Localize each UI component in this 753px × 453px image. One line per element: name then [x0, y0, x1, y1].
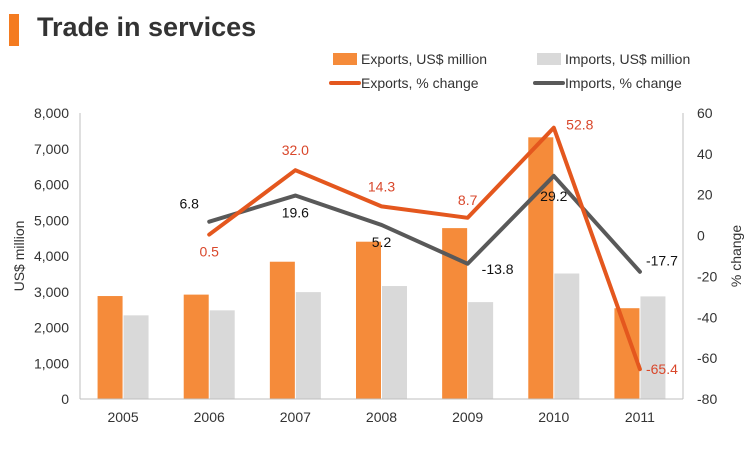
y-tick-label: 1,000 — [34, 355, 69, 371]
imports-change-label: -17.7 — [646, 253, 678, 269]
y-axis-title: US$ million — [11, 221, 27, 292]
x-tick-label: 2006 — [194, 409, 225, 425]
exports-change-label: 0.5 — [199, 244, 219, 260]
x-tick-label: 2010 — [538, 409, 569, 425]
legend-exports-bar-label: Exports, US$ million — [361, 51, 487, 67]
imports-bar — [295, 292, 321, 399]
imports-bar — [640, 296, 666, 399]
legend-exports-line-label: Exports, % change — [361, 75, 479, 91]
y2-tick-label: -40 — [697, 309, 717, 325]
legend-imports-bar-swatch — [537, 53, 561, 65]
imports-bar — [382, 286, 407, 399]
imports-bar — [209, 310, 235, 399]
imports-change-label: 5.2 — [372, 234, 392, 250]
y2-tick-label: -80 — [697, 391, 717, 407]
imports-change-label: 6.8 — [179, 196, 199, 212]
x-tick-label: 2009 — [452, 409, 483, 425]
bar-group — [97, 137, 666, 399]
y-tick-label: 0 — [61, 391, 69, 407]
y-tick-label: 6,000 — [34, 177, 69, 193]
y-tick-label: 7,000 — [34, 141, 69, 157]
exports-change-label: 14.3 — [368, 178, 395, 194]
x-tick-label: 2005 — [107, 409, 138, 425]
imports-bar — [123, 315, 149, 399]
imports-change-line — [207, 173, 642, 274]
legend-imports-line-label: Imports, % change — [565, 75, 682, 91]
imports-bar — [554, 273, 580, 399]
legend-exports-bar-swatch — [333, 53, 357, 65]
exports-change-line — [207, 125, 642, 372]
x-tick-label: 2011 — [625, 409, 655, 425]
exports-change-label: 32.0 — [282, 142, 309, 158]
x-tick-label: 2008 — [366, 409, 397, 425]
exports-bar — [528, 137, 554, 399]
y-tick-label: 5,000 — [34, 212, 69, 228]
exports-bar — [97, 296, 123, 399]
exports-change-label: -65.4 — [646, 361, 678, 377]
y2-tick-label: -60 — [697, 350, 717, 366]
page-title: Trade in services — [37, 12, 257, 42]
exports-bar — [269, 261, 295, 399]
y-tick-label: 2,000 — [34, 320, 69, 336]
title-accent-bar — [9, 14, 19, 46]
y2-tick-label: -20 — [697, 268, 717, 284]
exports-change-label: 52.8 — [566, 117, 593, 133]
exports-change-label: 8.7 — [458, 192, 478, 208]
exports-bar — [356, 241, 381, 399]
imports-change-label: 29.2 — [540, 188, 567, 204]
exports-bar — [183, 294, 209, 399]
y-tick-label: 4,000 — [34, 248, 69, 264]
legend-imports-bar-label: Imports, US$ million — [565, 51, 690, 67]
y2-tick-label: 40 — [697, 146, 713, 162]
x-tick-label: 2007 — [280, 409, 311, 425]
imports-bar — [468, 302, 494, 399]
y-tick-label: 8,000 — [34, 105, 69, 121]
y2-tick-label: 60 — [697, 105, 713, 121]
imports-change-label: 19.6 — [282, 205, 309, 221]
y2-axis-title: % change — [728, 225, 744, 287]
data-label-group: 0.5 32.0 14.3 8.7 52.8 -65.4 6.8 19.6 5.2 -13.8 29… — [179, 117, 678, 377]
line-group — [207, 125, 642, 372]
chart-legend: Exports, US$ million Imports, US$ million… — [329, 51, 690, 91]
axes-group: 0 1,000 2,000 3,000 4,000 5,000 6,000 7,000 8,00… — [11, 105, 744, 425]
y2-tick-label: 0 — [697, 228, 705, 244]
y-tick-label: 3,000 — [34, 284, 69, 300]
imports-change-label: -13.8 — [482, 261, 514, 277]
y2-tick-label: 20 — [697, 187, 713, 203]
